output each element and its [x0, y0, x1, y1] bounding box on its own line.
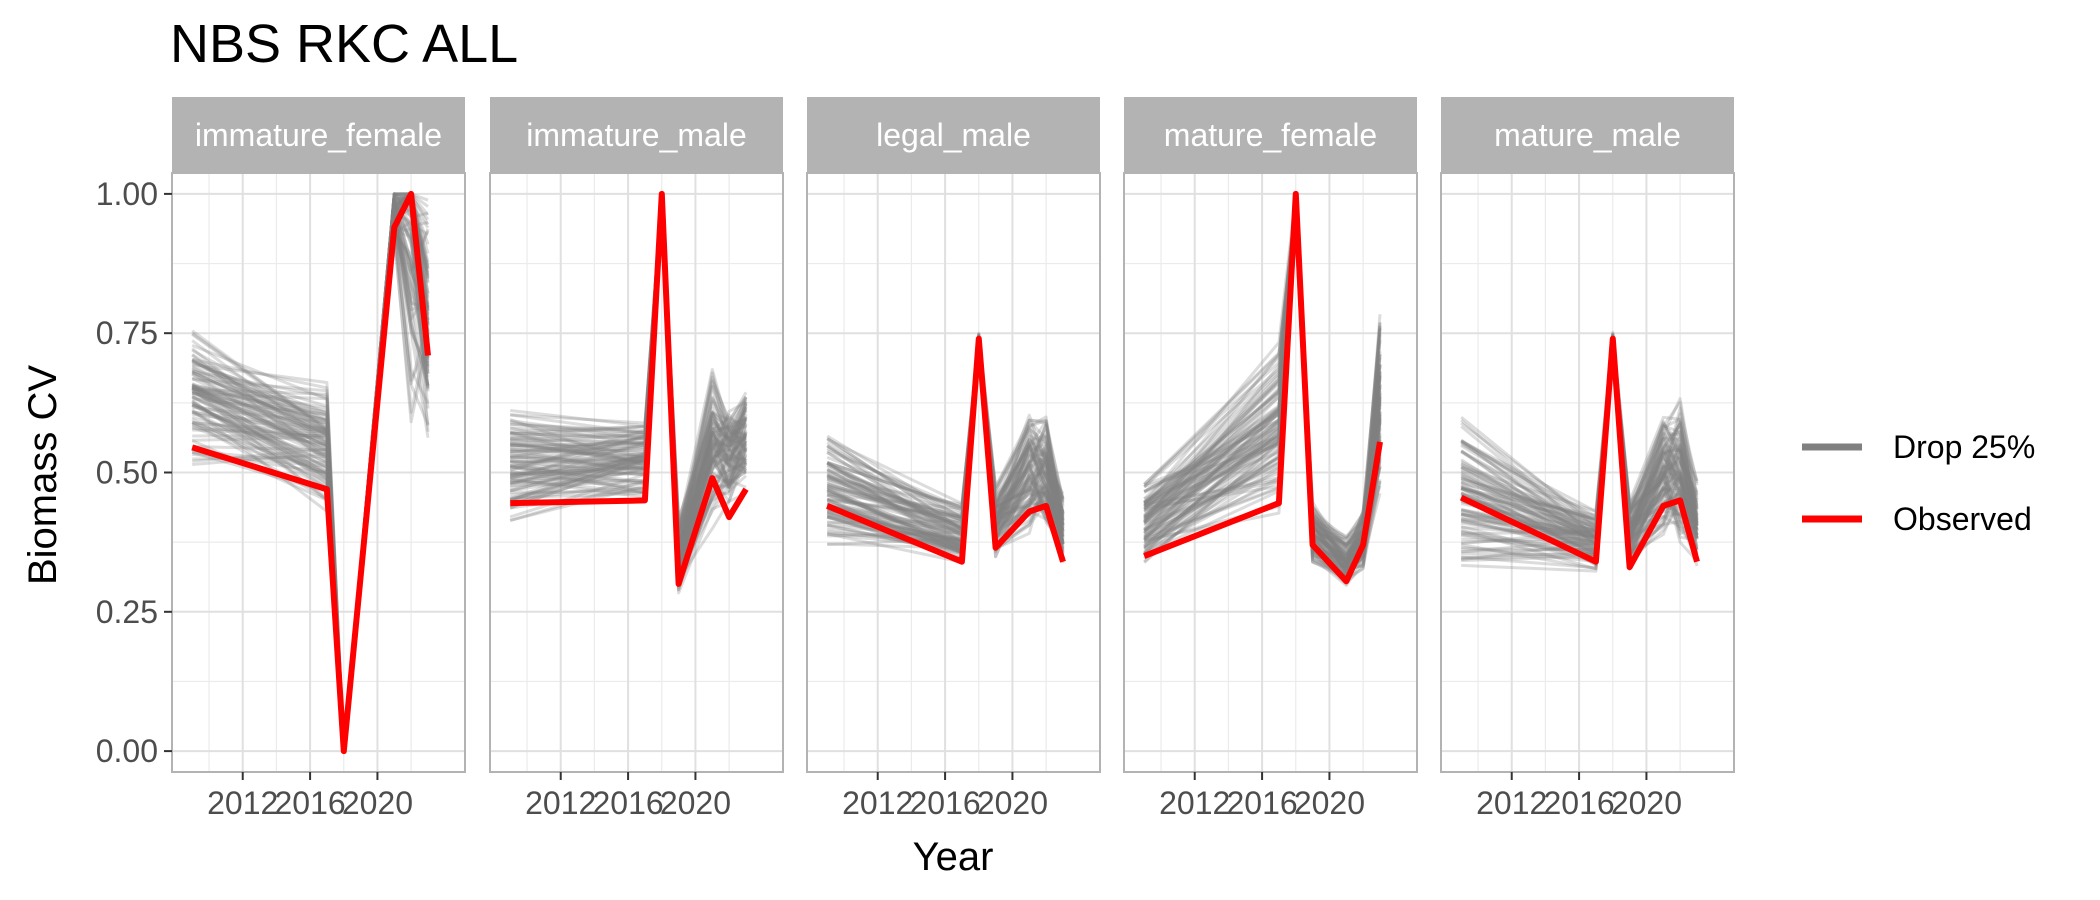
facet-strip — [807, 97, 1100, 173]
observed-series-line — [826, 335, 1066, 565]
legend-label: Observed — [1893, 501, 2032, 537]
drop-series-line — [1460, 330, 1699, 513]
facet-strip — [1441, 97, 1734, 173]
x-tick-label: 2012 — [1159, 785, 1230, 821]
drop-series-line — [826, 338, 1065, 526]
x-tick-label: 2020 — [977, 785, 1048, 821]
x-tick-label: 2012 — [207, 785, 278, 821]
drop-series-line — [1143, 208, 1382, 577]
drop-series-line — [826, 338, 1065, 521]
x-tick-label: 2020 — [1611, 785, 1682, 821]
drop-series-line — [1143, 208, 1382, 586]
y-axis-title: Biomass CV — [21, 365, 65, 585]
y-tick-label: 1.00 — [96, 176, 158, 212]
observed-series-line — [1143, 190, 1383, 585]
facet-strip-label: immature_male — [526, 117, 747, 153]
x-tick-label: 2016 — [274, 785, 345, 821]
panel-border — [806, 172, 1101, 773]
drop-series-line — [826, 345, 1065, 544]
x-tick-label: 2012 — [525, 785, 596, 821]
facet-strip-label: legal_male — [876, 117, 1031, 153]
x-tick-label: 2016 — [1226, 785, 1297, 821]
y-tick-label: 0.00 — [96, 733, 158, 769]
panels: immature_female201220162020immature_male… — [171, 97, 1735, 821]
x-tick-label: 2020 — [660, 785, 731, 821]
y-axis: 0.00 0.25 0.50 0.75 1.00 — [96, 176, 172, 769]
x-tick-label: 2012 — [842, 785, 913, 821]
facet-strip-label: immature_female — [195, 117, 442, 153]
drop-series-line — [826, 333, 1065, 516]
facet-strip-label: mature_male — [1494, 117, 1681, 153]
chart-title: NBS RKC ALL — [170, 14, 518, 74]
drop-series-line — [1143, 209, 1382, 562]
panel-border — [489, 172, 784, 773]
facet-strip — [1124, 97, 1417, 173]
x-tick-label: 2020 — [342, 785, 413, 821]
drop-series-line — [1460, 344, 1699, 527]
panel-border — [1440, 172, 1735, 773]
drop-series-line — [826, 342, 1065, 532]
drop-series-line — [827, 342, 1065, 518]
drop-series-line — [826, 332, 1065, 522]
x-tick-label: 2012 — [1476, 785, 1547, 821]
drop-series-line — [826, 338, 1065, 532]
drop-series-line — [826, 338, 1065, 529]
observed-series-line — [191, 190, 431, 755]
facet-strip — [172, 97, 465, 173]
drop-series-line — [1460, 339, 1699, 524]
y-tick-label: 0.50 — [96, 455, 158, 491]
y-tick-label: 0.25 — [96, 594, 158, 630]
x-tick-label: 2016 — [909, 785, 980, 821]
drop-series-line — [1143, 214, 1382, 587]
x-tick-label: 2020 — [1294, 785, 1365, 821]
drop-series-line — [826, 333, 1065, 509]
facet-strip — [490, 97, 783, 173]
y-tick-label: 0.75 — [96, 315, 158, 351]
drop-series-line — [826, 343, 1065, 519]
drop-series-line — [1460, 335, 1699, 520]
legend: Drop 25% Observed — [1802, 429, 2035, 537]
drop-series-line — [1460, 332, 1699, 513]
legend-label: Drop 25% — [1893, 429, 2035, 465]
drop-series-line — [826, 337, 1065, 526]
observed-series-line — [510, 190, 749, 587]
x-tick-label: 2016 — [1543, 785, 1614, 821]
x-axis-title: Year — [913, 835, 994, 879]
x-tick-label: 2016 — [592, 785, 663, 821]
drop-series-line — [1143, 215, 1382, 570]
drop-series-line — [826, 348, 1065, 537]
facet-strip-label: mature_female — [1164, 117, 1377, 153]
panel-border — [1123, 172, 1418, 773]
observed-series-line — [1459, 335, 1700, 571]
